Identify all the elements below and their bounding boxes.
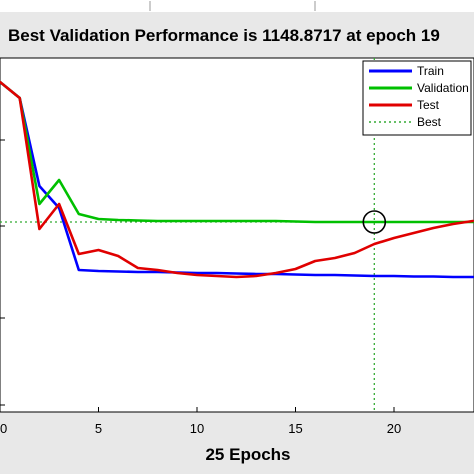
x-tick-label: 15 [288, 421, 302, 436]
data-point-train [393, 275, 395, 277]
data-point-test [452, 223, 454, 225]
data-point-train [117, 270, 119, 273]
legend-test-label: Test [417, 98, 440, 112]
data-point-validation [275, 220, 277, 222]
data-point-train [78, 269, 80, 271]
data-point-validation [215, 220, 218, 222]
x-tick-label: 10 [190, 421, 204, 436]
x-axis-label: 25 Epochs [205, 445, 290, 464]
data-point-test [137, 267, 139, 269]
data-point-test [432, 227, 435, 229]
data-point-train [373, 275, 376, 277]
data-point-validation [452, 221, 454, 223]
data-point-test [275, 272, 277, 274]
data-point-train [235, 272, 238, 275]
series-lines [0, 80, 474, 279]
data-point-test [314, 260, 317, 262]
x-tick-label: 20 [387, 421, 401, 436]
data-point-train [294, 273, 297, 276]
series-train [0, 80, 474, 279]
best-point-circle [362, 210, 387, 234]
data-point-train [97, 270, 100, 272]
title-strip [0, 0, 474, 12]
data-point-validation [58, 179, 60, 181]
data-point-validation [373, 221, 376, 223]
legend-train-label: Train [417, 64, 444, 78]
data-point-test [353, 252, 356, 254]
data-point-test [235, 276, 238, 278]
data-point-validation [294, 220, 297, 223]
data-point-validation [176, 220, 179, 222]
data-point-validation [78, 213, 80, 215]
data-point-train [156, 271, 159, 273]
data-point-validation [117, 219, 119, 221]
data-point-train [353, 274, 356, 277]
data-point-train [38, 185, 41, 187]
data-point-validation [196, 220, 198, 222]
x-tick-label: 5 [95, 421, 102, 436]
data-point-validation [353, 221, 356, 223]
data-point-test [38, 228, 41, 230]
data-point-train [334, 274, 336, 276]
data-point-train [196, 272, 198, 274]
data-point-test [472, 220, 474, 222]
data-point-test [196, 274, 198, 276]
data-point-validation [334, 221, 336, 223]
data-point-test [18, 97, 21, 99]
data-point-train [137, 271, 139, 273]
data-point-test [334, 257, 336, 259]
data-point-train [215, 272, 218, 274]
series-test [0, 80, 474, 279]
data-point-test [0, 81, 1, 83]
data-point-test [294, 268, 297, 270]
data-point-validation [393, 221, 395, 223]
chart-title: Best Validation Performance is 1148.8717… [8, 26, 440, 45]
data-point-validation [137, 219, 139, 222]
data-point-test [255, 275, 257, 277]
data-point-test [393, 237, 395, 239]
data-point-validation [38, 203, 41, 205]
data-point-test [373, 243, 376, 245]
data-point-validation [97, 218, 100, 220]
data-point-train [432, 275, 435, 278]
data-point-validation [235, 220, 238, 222]
data-point-train [314, 274, 317, 276]
data-point-test [156, 269, 159, 271]
data-point-test [117, 255, 119, 257]
data-point-validation [156, 220, 159, 222]
data-point-train [412, 275, 415, 278]
data-point-test [78, 253, 80, 255]
axis-ticks: 0 5 10 15 20 [0, 139, 401, 436]
data-point-validation [255, 220, 257, 222]
data-point-validation [432, 221, 435, 223]
legend-best-label: Best [417, 115, 442, 129]
legend-validation-label: Validation [417, 81, 469, 95]
data-point-train [452, 276, 454, 278]
data-point-test [176, 272, 179, 274]
data-point-test [58, 203, 60, 205]
data-point-test [412, 232, 415, 234]
data-point-test [215, 275, 218, 277]
data-point-train [472, 276, 474, 278]
data-point-test [97, 249, 100, 251]
data-point-validation [314, 221, 317, 223]
data-point-train [255, 273, 257, 275]
legend: Train Validation Test Best [362, 60, 472, 136]
data-point-validation [412, 221, 415, 223]
x-tick-label: 0 [0, 421, 7, 436]
